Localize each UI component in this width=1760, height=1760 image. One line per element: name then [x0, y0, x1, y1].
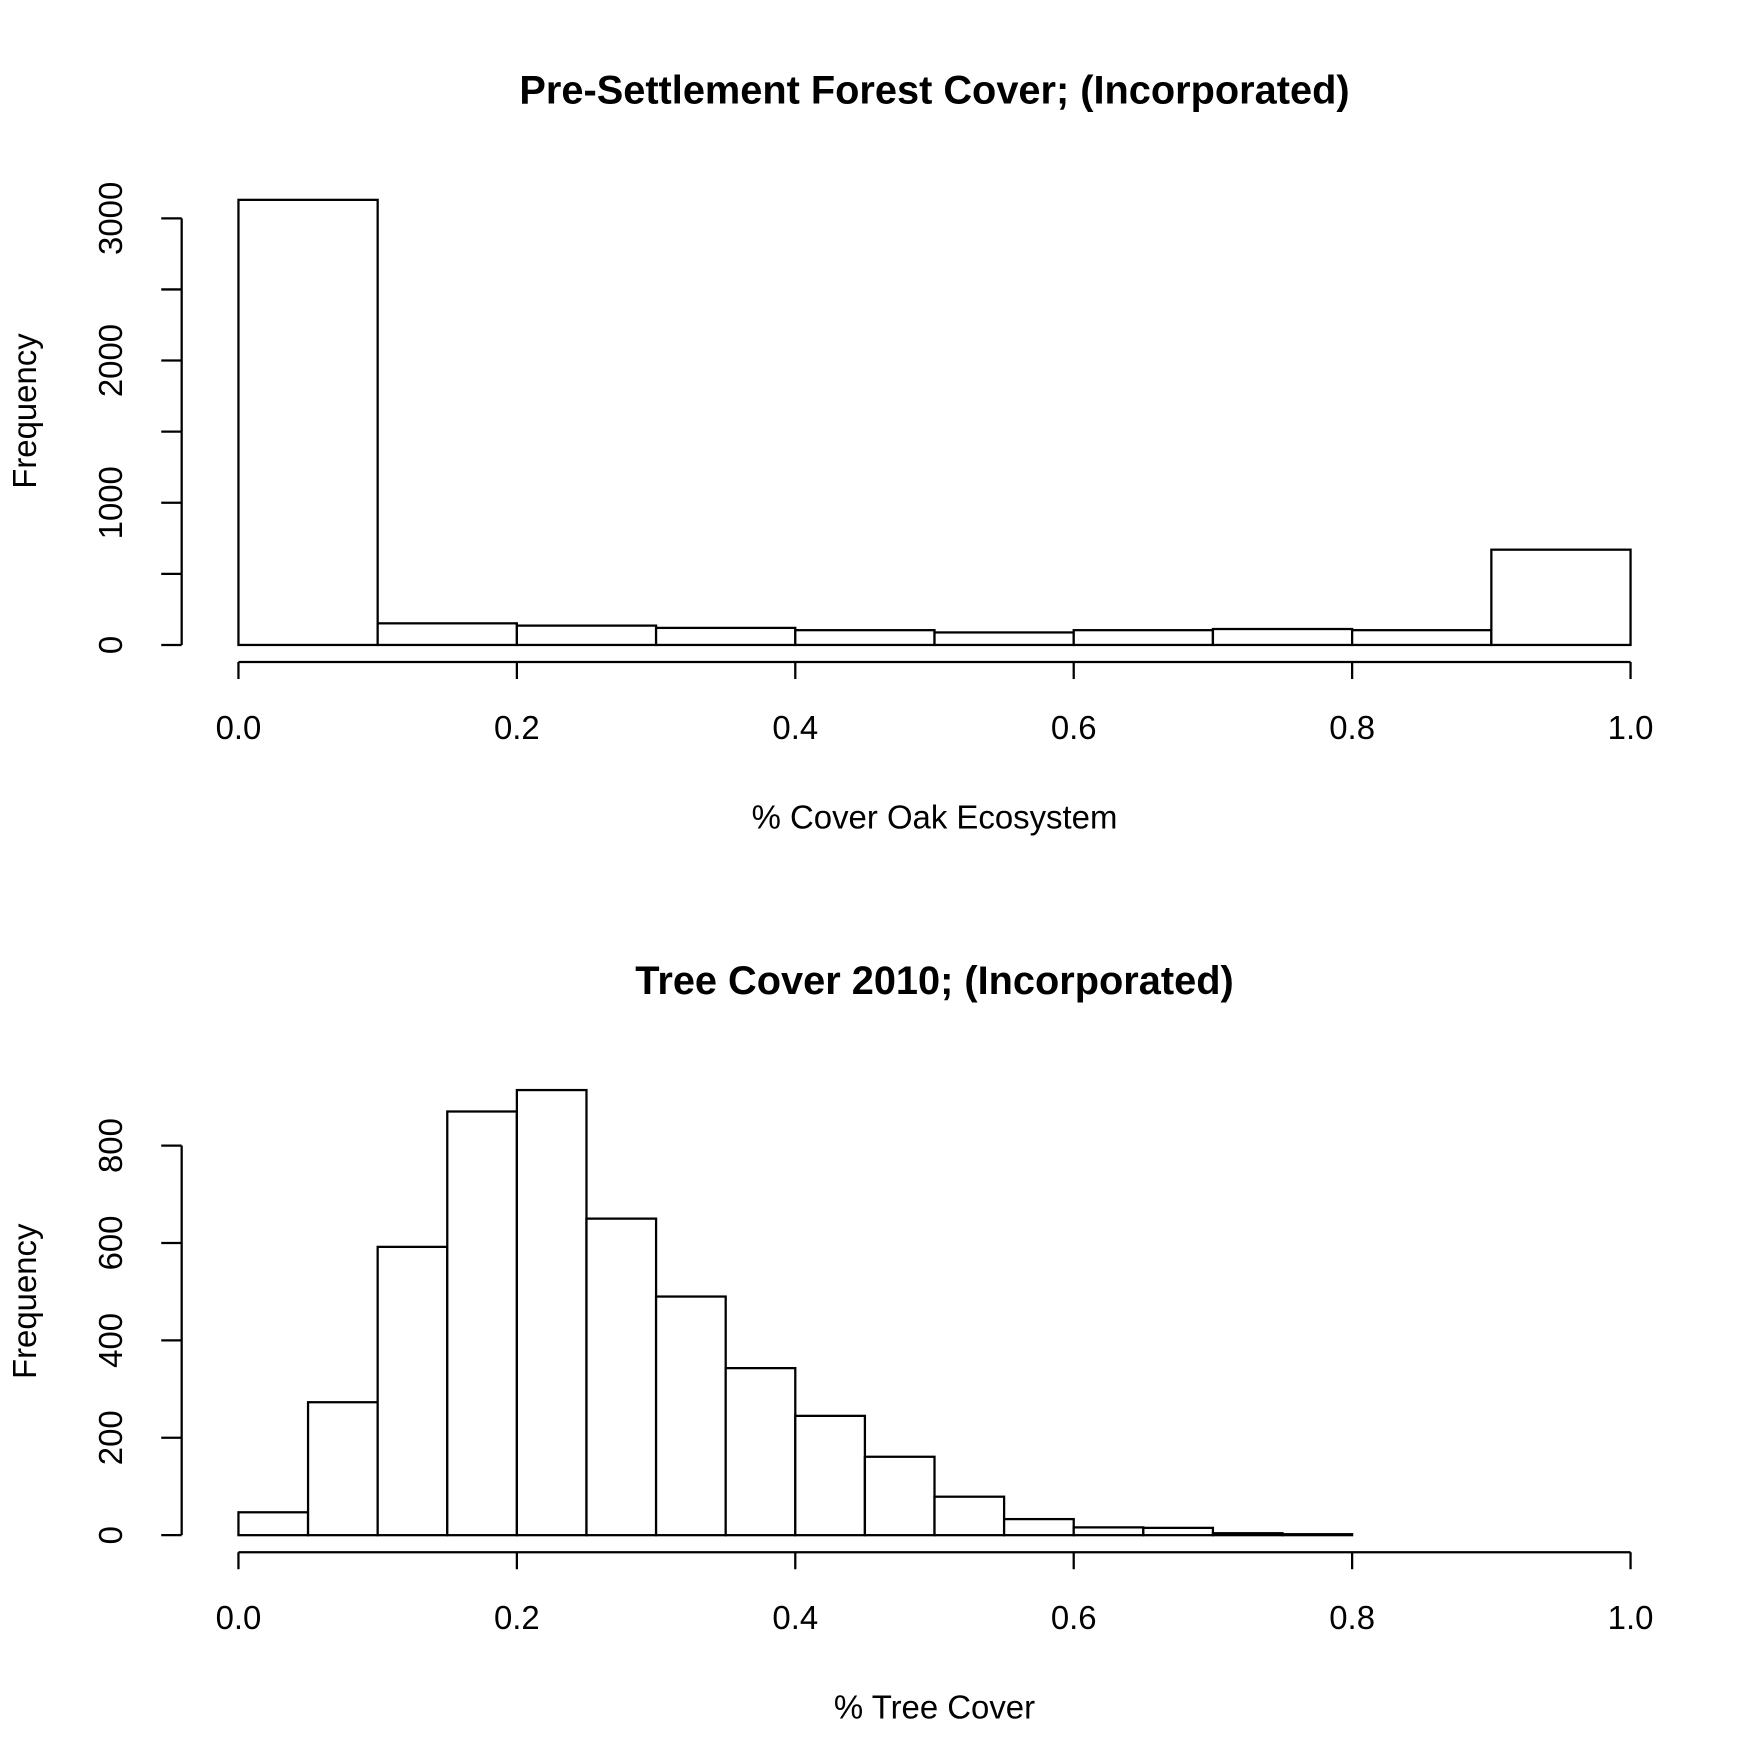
- x-tick-label: 0.0: [216, 709, 262, 746]
- y-tick-label: 1000: [92, 466, 129, 539]
- x-tick-label: 0.4: [772, 1599, 818, 1636]
- chart-title: Pre-Settlement Forest Cover; (Incorporat…: [519, 69, 1349, 113]
- x-tick-label: 0.8: [1329, 709, 1375, 746]
- bar: [446, 1110, 519, 1537]
- bar: [863, 1455, 936, 1537]
- chart-title: Tree Cover 2010; (Incorporated): [635, 959, 1233, 1003]
- bar: [794, 1414, 867, 1537]
- x-tick-label: 0.2: [494, 1599, 540, 1636]
- bar: [515, 1088, 588, 1537]
- y-axis-label: Frequency: [6, 1223, 43, 1379]
- bar: [933, 1495, 1006, 1537]
- bar: [376, 622, 519, 647]
- bar: [1002, 1517, 1075, 1537]
- y-tick-label: 200: [92, 1410, 129, 1465]
- bar: [515, 624, 658, 647]
- bar: [237, 1511, 310, 1537]
- x-tick-label: 1.0: [1608, 709, 1654, 746]
- x-tick-label: 0.6: [1051, 709, 1097, 746]
- bar: [654, 1295, 727, 1537]
- bar: [1350, 629, 1493, 647]
- bar: [654, 626, 797, 647]
- bar: [1211, 1532, 1284, 1537]
- y-tick-label: 600: [92, 1216, 129, 1271]
- x-tick-label: 0.2: [494, 709, 540, 746]
- bar: [585, 1217, 658, 1537]
- bar: [1142, 1526, 1215, 1537]
- x-axis-label: % Cover Oak Ecosystem: [752, 799, 1118, 836]
- y-tick-label: 800: [92, 1118, 129, 1173]
- bar: [1072, 629, 1215, 647]
- bar: [376, 1245, 449, 1537]
- bar: [1490, 548, 1632, 647]
- bar: [933, 631, 1075, 647]
- bar: [1281, 1533, 1354, 1537]
- x-tick-label: 1.0: [1608, 1599, 1654, 1636]
- bar: [1072, 1526, 1145, 1537]
- bar: [237, 198, 379, 647]
- bar: [794, 629, 936, 647]
- y-tick-label: 2000: [92, 324, 129, 397]
- bar: [306, 1401, 379, 1537]
- x-tick-label: 0.0: [216, 1599, 262, 1636]
- x-tick-label: 0.4: [772, 709, 818, 746]
- y-tick-label: 0: [92, 636, 129, 654]
- y-tick-label: 3000: [92, 182, 129, 255]
- bar: [724, 1367, 797, 1537]
- x-tick-label: 0.6: [1051, 1599, 1097, 1636]
- y-axis-label: Frequency: [6, 333, 43, 489]
- y-tick-label: 400: [92, 1313, 129, 1368]
- bar: [1211, 627, 1354, 647]
- x-axis-label: % Tree Cover: [834, 1689, 1035, 1726]
- y-tick-label: 0: [92, 1526, 129, 1544]
- x-tick-label: 0.8: [1329, 1599, 1375, 1636]
